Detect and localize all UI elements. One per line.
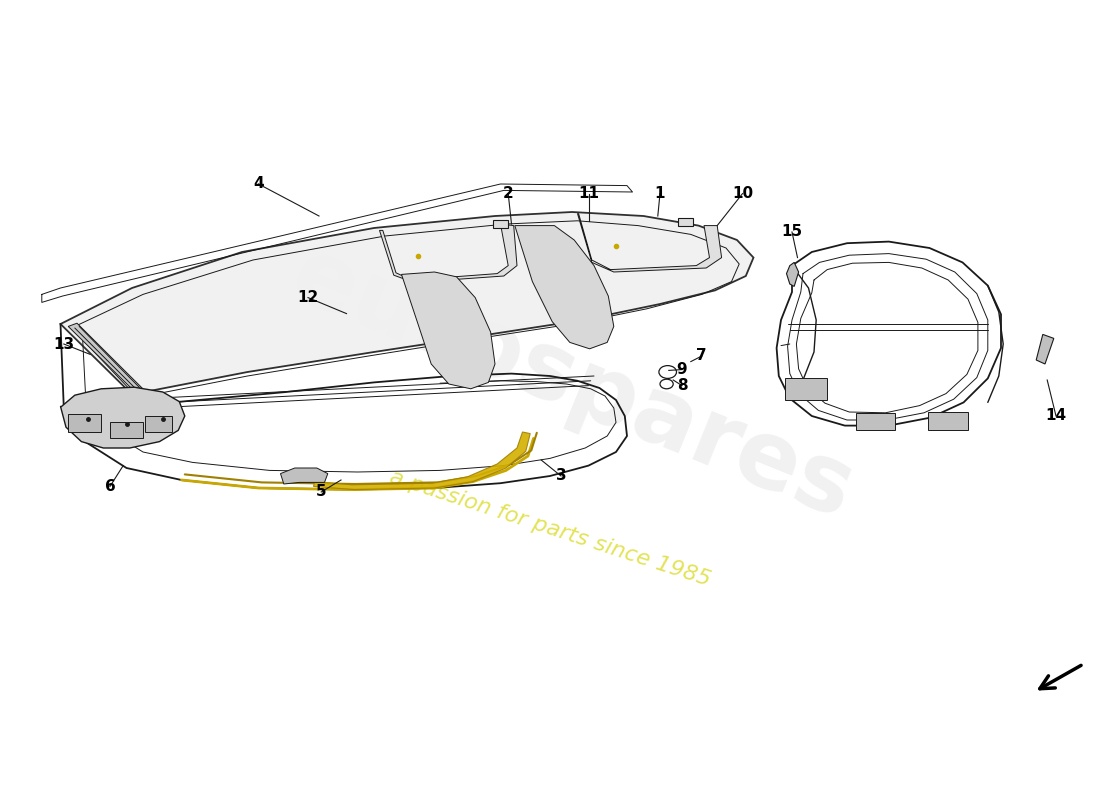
Text: eurospares: eurospares xyxy=(278,230,866,538)
Bar xyxy=(856,413,895,430)
Polygon shape xyxy=(379,224,517,282)
Polygon shape xyxy=(1036,334,1054,364)
Text: a passion for parts since 1985: a passion for parts since 1985 xyxy=(387,466,713,590)
Polygon shape xyxy=(578,214,722,272)
Bar xyxy=(110,422,143,438)
Text: 1: 1 xyxy=(654,186,666,201)
Text: 9: 9 xyxy=(676,362,688,377)
Bar xyxy=(928,412,968,430)
Text: 11: 11 xyxy=(578,186,600,201)
Bar xyxy=(785,378,827,400)
Text: 6: 6 xyxy=(104,479,116,494)
Polygon shape xyxy=(68,323,148,398)
Polygon shape xyxy=(60,387,185,448)
Text: 7: 7 xyxy=(696,349,707,363)
Text: 12: 12 xyxy=(297,290,319,305)
Bar xyxy=(145,416,172,432)
Text: 13: 13 xyxy=(53,337,75,351)
Bar xyxy=(678,218,693,226)
Text: 3: 3 xyxy=(556,469,566,483)
Polygon shape xyxy=(60,212,754,394)
Bar xyxy=(493,220,508,228)
Polygon shape xyxy=(402,272,495,389)
Polygon shape xyxy=(314,432,530,490)
Text: 8: 8 xyxy=(676,378,688,393)
Text: 15: 15 xyxy=(781,225,803,239)
Text: 2: 2 xyxy=(503,186,514,201)
Text: 4: 4 xyxy=(253,177,264,191)
Text: 14: 14 xyxy=(1045,409,1067,423)
Polygon shape xyxy=(280,468,328,484)
Bar xyxy=(68,414,101,432)
Text: 5: 5 xyxy=(316,485,327,499)
Polygon shape xyxy=(515,226,614,349)
Text: 10: 10 xyxy=(732,186,754,201)
Polygon shape xyxy=(786,262,799,286)
